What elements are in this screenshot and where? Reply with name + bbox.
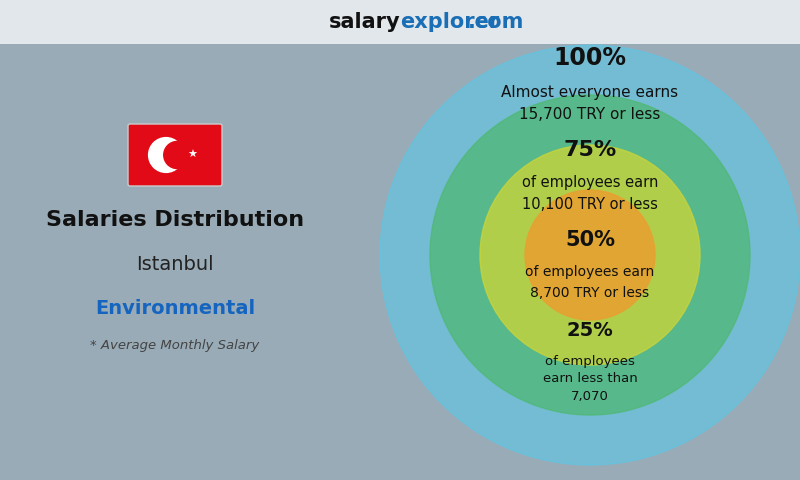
Circle shape bbox=[149, 138, 183, 172]
Text: of employees earn
10,100 TRY or less: of employees earn 10,100 TRY or less bbox=[522, 175, 658, 212]
Circle shape bbox=[380, 45, 800, 465]
Circle shape bbox=[164, 142, 191, 168]
Text: Environmental: Environmental bbox=[95, 299, 255, 317]
Text: ★: ★ bbox=[187, 150, 197, 160]
Text: 25%: 25% bbox=[566, 321, 614, 340]
Bar bbox=[0, 0, 800, 44]
Text: explorer: explorer bbox=[400, 12, 499, 32]
Circle shape bbox=[430, 95, 750, 415]
Text: .com: .com bbox=[468, 12, 524, 32]
Text: Salaries Distribution: Salaries Distribution bbox=[46, 210, 304, 230]
Text: Istanbul: Istanbul bbox=[136, 255, 214, 275]
Circle shape bbox=[525, 190, 655, 320]
Text: 100%: 100% bbox=[554, 46, 626, 70]
Circle shape bbox=[480, 145, 700, 365]
Text: Almost everyone earns
15,700 TRY or less: Almost everyone earns 15,700 TRY or less bbox=[502, 85, 678, 122]
Text: 75%: 75% bbox=[563, 140, 617, 160]
Text: 50%: 50% bbox=[565, 230, 615, 250]
Text: salary: salary bbox=[328, 12, 400, 32]
Text: of employees earn
8,700 TRY or less: of employees earn 8,700 TRY or less bbox=[526, 265, 654, 300]
FancyBboxPatch shape bbox=[128, 124, 222, 186]
Text: of employees
earn less than
7,070: of employees earn less than 7,070 bbox=[542, 355, 638, 403]
Text: * Average Monthly Salary: * Average Monthly Salary bbox=[90, 338, 260, 351]
